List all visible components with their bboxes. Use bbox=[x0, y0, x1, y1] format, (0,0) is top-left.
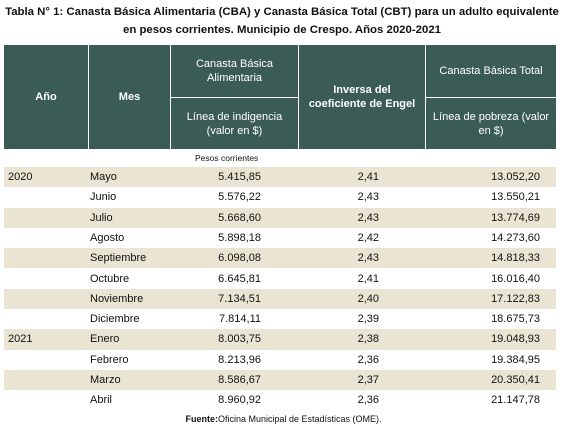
year-cell: 2021 bbox=[8, 333, 33, 346]
cbt-cell: 13.550,21 bbox=[491, 191, 540, 204]
engel-cell: 2,38 bbox=[357, 333, 379, 346]
engel-cell: 2,36 bbox=[357, 353, 379, 366]
table-row: Diciembre 7.814,11 2,39 18.675,73 bbox=[4, 309, 556, 329]
table-row: Noviembre 7.134,51 2,40 17.122,83 bbox=[4, 288, 556, 310]
cba-cell: 5.898,18 bbox=[218, 231, 261, 244]
year-cell: 2020 bbox=[8, 171, 33, 183]
header-cbt-sub: Línea de pobreza (valor en $) bbox=[426, 98, 556, 149]
cbt-cell: 19.384,95 bbox=[491, 353, 540, 366]
cba-cell: 8.213,96 bbox=[218, 353, 261, 366]
engel-cell: 2,43 bbox=[357, 211, 379, 224]
header-cbt: Canasta Básica Total bbox=[426, 45, 556, 97]
engel-cell: 2,42 bbox=[357, 231, 379, 244]
unit-note: Pesos corrientes bbox=[195, 153, 259, 163]
cba-cell: 5.668,60 bbox=[218, 211, 261, 224]
cbt-cell: 16.016,40 bbox=[491, 272, 540, 285]
engel-cell: 2,43 bbox=[357, 191, 379, 204]
header-cba: Canasta Básica Alimentaria bbox=[171, 45, 298, 97]
engel-cell: 2,37 bbox=[357, 374, 379, 386]
source-text: Oficina Municipal de Estadísticas (OME). bbox=[217, 414, 382, 424]
month-cell: Mayo bbox=[90, 171, 117, 183]
engel-cell: 2,41 bbox=[357, 272, 379, 285]
cbt-cell: 14.818,33 bbox=[491, 252, 540, 265]
cba-cell: 8.003,75 bbox=[218, 333, 261, 346]
table-row: Febrero 8.213,96 2,36 19.384,95 bbox=[4, 350, 556, 370]
engel-cell: 2,39 bbox=[357, 313, 379, 326]
cba-cell: 6.098,08 bbox=[218, 252, 261, 265]
cba-cell: 7.814,11 bbox=[218, 313, 261, 326]
table-row: Junio 5.576,22 2,43 13.550,21 bbox=[4, 187, 556, 207]
month-cell: Marzo bbox=[90, 374, 121, 386]
table-row: Abril 8.960,92 2,36 21.147,78 bbox=[4, 390, 556, 410]
engel-cell: 2,41 bbox=[357, 171, 379, 183]
engel-cell: 2,36 bbox=[357, 394, 379, 407]
engel-cell: 2,43 bbox=[357, 252, 379, 265]
table-row: Septiembre 6.098,08 2,43 14.818,33 bbox=[4, 248, 556, 269]
table-row: Marzo 8.586,67 2,37 20.350,41 bbox=[4, 370, 556, 391]
cba-cell: 5.415,85 bbox=[218, 171, 261, 183]
month-cell: Enero bbox=[90, 333, 120, 346]
table-row: Agosto 5.898,18 2,42 14.273,60 bbox=[4, 228, 556, 248]
month-cell: Febrero bbox=[90, 353, 129, 366]
header-year: Año bbox=[4, 45, 88, 149]
source-label: Fuente: bbox=[185, 414, 218, 424]
cba-cell: 8.586,67 bbox=[218, 374, 261, 386]
cbt-cell: 20.350,41 bbox=[491, 374, 540, 386]
header-engel: Inversa del coeficiente de Engel bbox=[299, 45, 425, 149]
cba-cell: 5.576,22 bbox=[218, 191, 261, 204]
table-row: Julio 5.668,60 2,43 13.774,69 bbox=[4, 207, 556, 228]
cbt-cell: 17.122,83 bbox=[491, 292, 540, 305]
month-cell: Abril bbox=[90, 394, 113, 407]
cbt-cell: 19.048,93 bbox=[491, 333, 540, 346]
cbt-cell: 13.774,69 bbox=[491, 211, 540, 224]
month-cell: Julio bbox=[90, 211, 113, 224]
table-row: 2021 Enero 8.003,75 2,38 19.048,93 bbox=[4, 329, 556, 350]
header-cba-sub: Línea de indigencia (valor en $) bbox=[171, 98, 298, 149]
engel-cell: 2,40 bbox=[357, 292, 379, 305]
cba-cell: 8.960,92 bbox=[218, 394, 261, 407]
cba-cell: 7.134,51 bbox=[218, 292, 261, 305]
cbt-cell: 18.675,73 bbox=[491, 313, 540, 326]
cbt-cell: 13.052,20 bbox=[491, 171, 540, 183]
header-month: Mes bbox=[89, 45, 170, 149]
cba-cell: 6.645,81 bbox=[218, 272, 261, 285]
month-cell: Noviembre bbox=[90, 292, 144, 305]
cbt-cell: 14.273,60 bbox=[491, 231, 540, 244]
table-row: 2020 Mayo 5.415,85 2,41 13.052,20 bbox=[4, 167, 556, 188]
month-cell: Octubre bbox=[90, 272, 130, 285]
month-cell: Diciembre bbox=[90, 313, 140, 326]
month-cell: Agosto bbox=[90, 231, 125, 244]
cbt-cell: 21.147,78 bbox=[491, 394, 540, 407]
table-row: Octubre 6.645,81 2,41 16.016,40 bbox=[4, 269, 556, 289]
source: Fuente:Oficina Municipal de Estadísticas… bbox=[0, 414, 567, 424]
table-title: Tabla N° 1: Canasta Básica Alimentaria (… bbox=[5, 6, 559, 36]
month-cell: Junio bbox=[90, 191, 117, 204]
month-cell: Septiembre bbox=[90, 252, 147, 265]
